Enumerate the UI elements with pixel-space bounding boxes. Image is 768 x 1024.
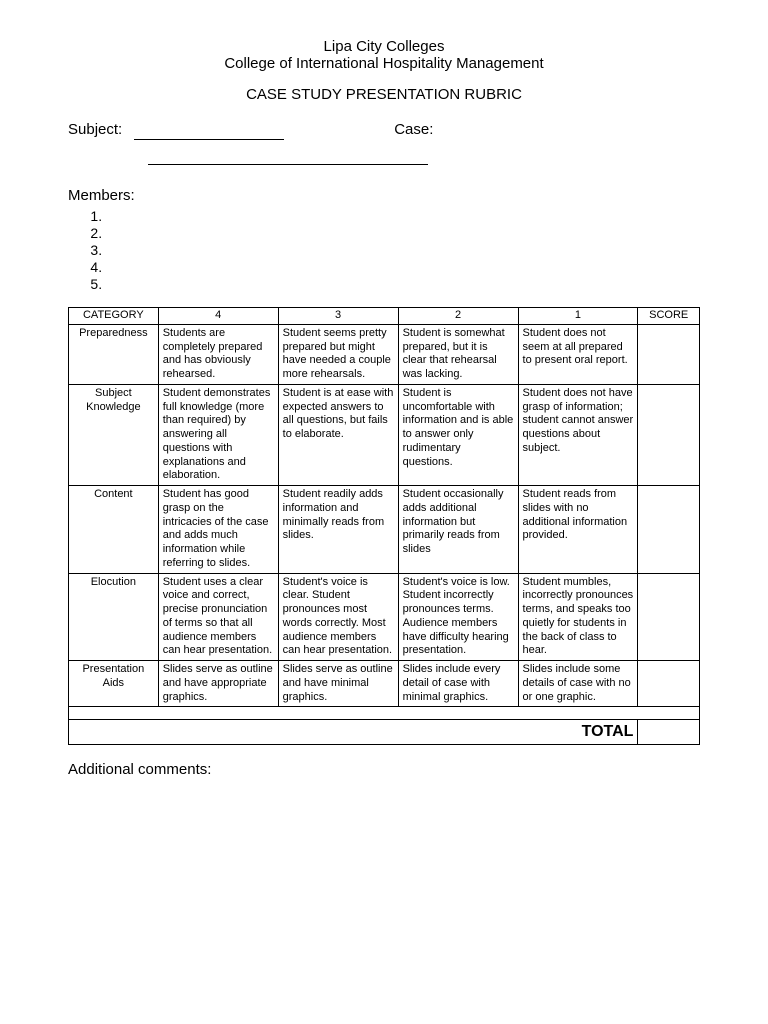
cell-level4: Students are completely prepared and has… <box>158 324 278 384</box>
cell-level3: Student seems pretty prepared but might … <box>278 324 398 384</box>
subject-label: Subject: <box>68 121 122 140</box>
col-category: CATEGORY <box>69 308 159 325</box>
member-line[interactable] <box>106 276 700 293</box>
total-score-cell[interactable] <box>638 720 700 745</box>
document-title: CASE STUDY PRESENTATION RUBRIC <box>68 86 700 103</box>
cell-level4: Slides serve as outline and have appropr… <box>158 661 278 707</box>
cell-level2: Student is uncomfortable with informatio… <box>398 384 518 485</box>
cell-level1: Slides include some details of case with… <box>518 661 638 707</box>
spacer-row <box>69 707 700 720</box>
cell-level1: Student mumbles, incorrectly pronounces … <box>518 573 638 661</box>
cell-score[interactable] <box>638 384 700 485</box>
col-2: 2 <box>398 308 518 325</box>
col-3: 3 <box>278 308 398 325</box>
table-row: PreparednessStudents are completely prep… <box>69 324 700 384</box>
document-page: Lipa City Colleges College of Internatio… <box>0 0 768 1024</box>
table-row: Presentation AidsSlides serve as outline… <box>69 661 700 707</box>
cell-level2: Student's voice is low. Student incorrec… <box>398 573 518 661</box>
cell-level3: Student's voice is clear. Student pronou… <box>278 573 398 661</box>
subject-case-row: Subject: Case: <box>68 121 700 140</box>
cell-level4: Student uses a clear voice and correct, … <box>158 573 278 661</box>
cell-level3: Student is at ease with expected answers… <box>278 384 398 485</box>
cell-level3: Student readily adds information and min… <box>278 486 398 574</box>
members-label: Members: <box>68 187 700 204</box>
case-line-wrap <box>148 146 700 165</box>
cell-score[interactable] <box>638 486 700 574</box>
cell-category: Elocution <box>69 573 159 661</box>
col-1: 1 <box>518 308 638 325</box>
cell-level4: Student demonstrates full knowledge (mor… <box>158 384 278 485</box>
cell-level3: Slides serve as outline and have minimal… <box>278 661 398 707</box>
table-row: Subject KnowledgeStudent demonstrates fu… <box>69 384 700 485</box>
cell-level2: Student is somewhat prepared, but it is … <box>398 324 518 384</box>
comments-label: Additional comments: <box>68 761 700 778</box>
cell-category: Presentation Aids <box>69 661 159 707</box>
cell-level2: Slides include every detail of case with… <box>398 661 518 707</box>
cell-category: Subject Knowledge <box>69 384 159 485</box>
member-line[interactable] <box>106 225 700 242</box>
cell-category: Preparedness <box>69 324 159 384</box>
table-header-row: CATEGORY 4 3 2 1 SCORE <box>69 308 700 325</box>
institution-name: Lipa City Colleges <box>68 38 700 55</box>
total-label: TOTAL <box>69 720 638 745</box>
cell-category: Content <box>69 486 159 574</box>
cell-level1: Student does not have grasp of informati… <box>518 384 638 485</box>
members-list <box>106 208 700 293</box>
member-line[interactable] <box>106 259 700 276</box>
case-label: Case: <box>394 121 433 140</box>
subject-input-line[interactable] <box>134 121 284 140</box>
rubric-table: CATEGORY 4 3 2 1 SCORE PreparednessStude… <box>68 307 700 745</box>
cell-level1: Student does not seem at all prepared to… <box>518 324 638 384</box>
case-input-line[interactable] <box>148 146 428 165</box>
col-4: 4 <box>158 308 278 325</box>
cell-score[interactable] <box>638 324 700 384</box>
college-name: College of International Hospitality Man… <box>68 55 700 72</box>
member-line[interactable] <box>106 208 700 225</box>
cell-level1: Student reads from slides with no additi… <box>518 486 638 574</box>
total-row: TOTAL <box>69 720 700 745</box>
cell-score[interactable] <box>638 661 700 707</box>
cell-level4: Student has good grasp on the intricacie… <box>158 486 278 574</box>
col-score: SCORE <box>638 308 700 325</box>
member-line[interactable] <box>106 242 700 259</box>
cell-level2: Student occasionally adds additional inf… <box>398 486 518 574</box>
table-row: ContentStudent has good grasp on the int… <box>69 486 700 574</box>
table-row: ElocutionStudent uses a clear voice and … <box>69 573 700 661</box>
cell-score[interactable] <box>638 573 700 661</box>
header-block: Lipa City Colleges College of Internatio… <box>68 38 700 103</box>
